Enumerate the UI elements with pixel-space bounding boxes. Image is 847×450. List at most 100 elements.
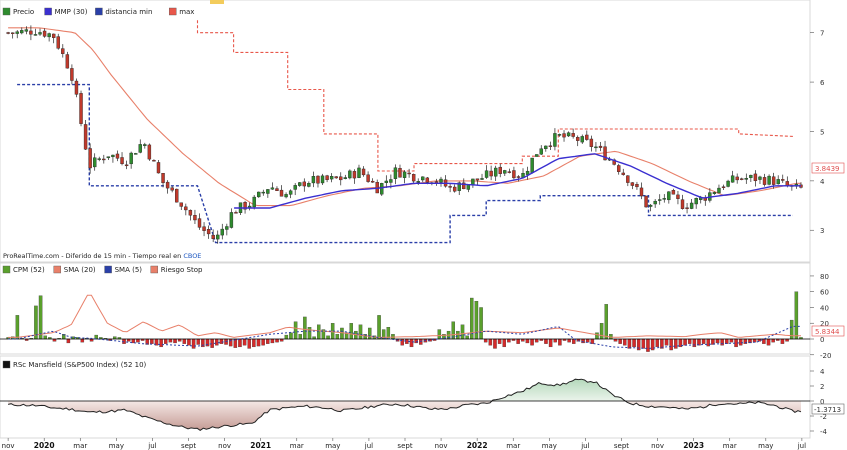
rsc-current-value: -1.3713 [811, 403, 845, 415]
candle-body [325, 175, 329, 180]
cpm-bar [368, 327, 372, 340]
cpm-bar [414, 338, 418, 344]
legend-swatch [2, 360, 11, 369]
candle-body [115, 153, 120, 159]
cpm-bar [182, 338, 187, 344]
cpm-bar [419, 338, 423, 345]
candle-body [56, 36, 60, 49]
cpm-bar [252, 338, 256, 348]
candle-body [298, 182, 302, 186]
candle-body [630, 182, 635, 186]
cpm-bar [646, 338, 650, 352]
candle-body [439, 178, 443, 183]
candle-body [316, 175, 320, 184]
candle-body [462, 182, 466, 190]
legend-label: MMP (30) [55, 8, 88, 16]
x-tick-label: jul [797, 442, 806, 450]
rsc-y-tick-label: 2 [820, 383, 824, 391]
cpm-bar [766, 338, 771, 346]
candle-body [635, 184, 639, 188]
candle-body [106, 156, 111, 159]
x-tick-label: may [109, 442, 124, 450]
cpm-bar [497, 338, 502, 344]
cpm-bar [266, 338, 270, 344]
cpm-bar [706, 338, 710, 347]
candle-body [225, 226, 229, 230]
candle-body [270, 187, 275, 190]
candle-body [74, 80, 79, 95]
cpm-bar [618, 338, 622, 344]
candle-body [334, 176, 338, 179]
legend-label: RSc Mansfield (S&P500 Index) (52 10) [13, 361, 147, 369]
candle-body [493, 167, 498, 177]
cpm-bar [794, 291, 799, 340]
candle-body [662, 198, 666, 200]
x-tick-label: 2022 [467, 441, 488, 450]
cpm-current-box [811, 325, 845, 337]
price-y-tick-label: 5 [820, 128, 824, 136]
price-panel: 7 6 5 4 3 3.8439 ProRealTime.com - Diferido … [0, 0, 845, 263]
cpm-bar [270, 338, 275, 344]
x-tick-label: nov [2, 442, 15, 450]
rsc-line [7, 378, 802, 432]
candle-body [197, 218, 202, 228]
candle-body [29, 30, 33, 35]
candle-body [320, 175, 325, 184]
price-y-tick-label: 6 [820, 79, 825, 87]
candle-body [143, 144, 147, 146]
candle-body [475, 178, 480, 181]
cpm-bar [298, 334, 302, 340]
cpm-y-tick-label: 80 [820, 273, 829, 281]
candle-body [585, 134, 589, 140]
candle-body [33, 34, 38, 36]
candle-body [516, 176, 521, 178]
cpm-bar [215, 338, 219, 346]
cpm-bar [664, 338, 669, 346]
cpm-bar [219, 338, 224, 344]
candle-body [352, 171, 357, 179]
cpm-bar [669, 338, 673, 351]
cpm-current-label: 5.8344 [815, 328, 840, 336]
rsc-y-axis: 4 2 0 -2 -4 [810, 368, 828, 436]
cpm-bar [164, 338, 168, 344]
x-tick-label: sept [614, 442, 629, 450]
cpm-bar [210, 338, 214, 348]
cpm-bar [780, 338, 785, 344]
candle-body [548, 145, 553, 147]
candle-body [781, 179, 785, 181]
candle-body [20, 30, 24, 34]
candle-body [562, 133, 566, 138]
rsc-panel-frame [0, 355, 811, 439]
rsc-legend: RSc Mansfield (S&P500 Index) (52 10) [2, 360, 147, 369]
cpm-bar [493, 338, 497, 349]
cpm-bar [581, 338, 585, 344]
candle-body [749, 174, 753, 178]
x-tick-label: mar [506, 442, 520, 450]
candle-body [38, 32, 42, 35]
candle-body [134, 153, 138, 155]
candle-body [220, 228, 224, 236]
candle-body [534, 154, 539, 157]
cpm-bar [80, 338, 85, 343]
cpm-bar [173, 338, 177, 344]
cpm-y-tick-label: 0 [820, 336, 824, 344]
candle-body [544, 145, 548, 150]
cpm-bar [358, 324, 363, 340]
cpm-bar [544, 338, 548, 344]
candle-body [648, 204, 653, 207]
legend-swatch [53, 265, 61, 274]
candle-body [188, 209, 193, 216]
source-note-link: CBOE [183, 252, 201, 260]
cpm-y-tick-label: 20 [820, 320, 829, 328]
cpm-bar [632, 338, 636, 348]
cpm-bar [307, 327, 312, 340]
cpm-bar [553, 338, 557, 343]
candle-body [753, 173, 758, 182]
candle-body [61, 48, 65, 54]
candle-body [603, 146, 607, 161]
mmp30-line [234, 153, 801, 209]
cpm-bar [548, 338, 553, 348]
cpm-bar [456, 330, 460, 340]
cpm-current-value: 5.8344 [811, 325, 845, 337]
candle-body [553, 133, 557, 147]
